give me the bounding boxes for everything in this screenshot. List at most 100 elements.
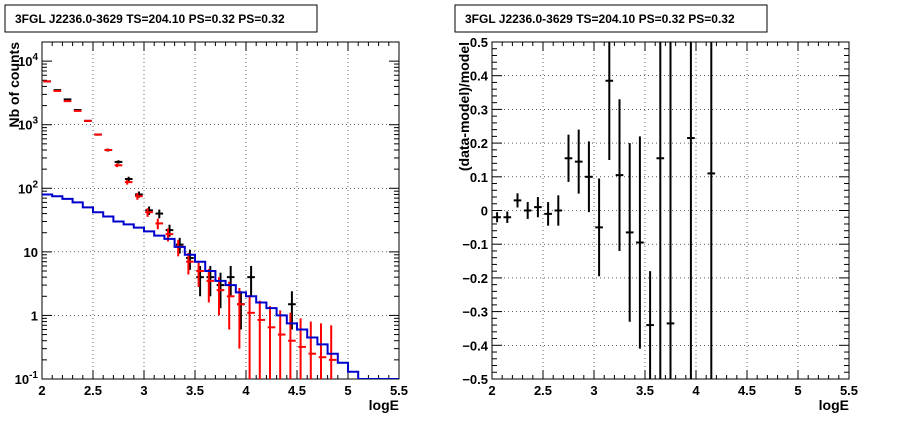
model-point	[298, 318, 306, 379]
y-tick-label: 0.4	[470, 69, 489, 84]
data-point	[114, 160, 123, 164]
data-point	[513, 193, 522, 208]
data-point	[523, 202, 532, 219]
data-point	[124, 176, 133, 182]
y-tick-label: 1	[31, 308, 38, 323]
model-point	[104, 148, 113, 152]
x-tick-label: 3	[140, 383, 147, 398]
model-point	[43, 80, 51, 83]
title-box	[4, 4, 318, 33]
model-point	[145, 208, 153, 217]
data-point	[656, 42, 665, 379]
residuals-panel: 3FGL J2236.0-3629 TS=204.10 PS=0.32 PS=0…	[454, 4, 858, 413]
x-tick-label: 3	[590, 383, 597, 398]
x-tick-label: 4.5	[738, 383, 756, 398]
model-point	[216, 277, 225, 316]
y-tick-label: −0.4	[462, 338, 488, 353]
model-point	[114, 163, 123, 168]
data-point	[534, 197, 542, 218]
model-point	[135, 193, 143, 200]
data-point	[237, 291, 245, 330]
y-tick-label: 0.1	[470, 170, 488, 185]
y-tick-label: 10	[24, 245, 38, 260]
x-tick-label: 2.5	[84, 383, 102, 398]
model-point	[63, 100, 72, 103]
y-tick-label: 103	[18, 116, 38, 133]
counts-histogram-panel: 3FGL J2236.0-3629 TS=204.10 PS=0.32 PS=0…	[4, 4, 408, 413]
data-point	[564, 134, 573, 182]
y-tick-label: −0.5	[462, 372, 488, 387]
y-tick-label: −0.1	[462, 237, 488, 252]
y-axis-label: Nb of counts	[6, 42, 22, 128]
data-point	[155, 209, 164, 219]
data-point	[687, 42, 695, 379]
y-tick-label: 0.3	[470, 102, 488, 117]
y-tick-label: −0.2	[462, 271, 488, 286]
model-point	[318, 323, 327, 379]
data-point	[544, 202, 552, 226]
x-tick-label: 2	[488, 383, 495, 398]
data-point	[186, 249, 194, 270]
x-tick-label: 4	[242, 383, 250, 398]
data-point	[666, 42, 675, 379]
plot-frame	[41, 41, 400, 380]
y-tick-label: 0.5	[470, 35, 488, 50]
model-point	[226, 281, 235, 330]
model-point	[206, 268, 215, 303]
model-point	[267, 306, 276, 379]
y-axis-label: (data-model)/model	[456, 42, 472, 171]
model-point	[84, 119, 92, 122]
data-point	[226, 265, 235, 297]
data-point	[636, 136, 644, 349]
model-point	[53, 89, 62, 92]
data-point	[503, 211, 512, 223]
y-tick-label: 104	[18, 52, 38, 69]
model-point	[124, 179, 133, 185]
data-point	[585, 141, 593, 213]
y-tick-label: −0.3	[462, 305, 488, 320]
y-tick-label: 0.2	[470, 136, 488, 151]
model-point	[328, 325, 337, 379]
y-tick-label: 10-1	[15, 370, 39, 387]
model-point	[237, 288, 245, 349]
data-point	[493, 212, 501, 223]
y-tick-label: 0	[481, 204, 488, 219]
model-point	[247, 294, 255, 379]
chart-title: 3FGL J2236.0-3629 TS=204.10 PS=0.32 PS=0…	[465, 12, 735, 26]
x-tick-label: 2	[38, 383, 45, 398]
x-tick-label: 4	[692, 383, 700, 398]
x-tick-label: 4.5	[288, 383, 306, 398]
data-point	[247, 265, 255, 297]
x-tick-label: 3.5	[186, 383, 204, 398]
title-box	[454, 4, 768, 33]
series-group	[493, 42, 716, 379]
model-point	[94, 133, 102, 136]
data-point	[625, 143, 634, 322]
model-point	[196, 260, 204, 288]
x-tick-label: 5.5	[390, 383, 408, 398]
x-tick-label: 5	[794, 383, 801, 398]
data-point	[595, 178, 603, 277]
model-point	[277, 310, 286, 379]
x-tick-label: 5.5	[840, 383, 858, 398]
model-point	[73, 109, 82, 112]
series-group	[42, 80, 399, 379]
data-point	[646, 271, 654, 379]
data-point	[605, 42, 614, 160]
model-point	[155, 218, 164, 230]
model-step-line	[42, 193, 399, 379]
x-tick-label: 3.5	[636, 383, 654, 398]
data-point	[574, 129, 583, 194]
model-point	[257, 300, 266, 379]
x-axis-label: logE	[369, 397, 399, 413]
data-point	[554, 195, 563, 226]
data-point	[615, 99, 624, 251]
x-tick-label: 5	[344, 383, 351, 398]
data-point	[63, 98, 72, 101]
chart-title: 3FGL J2236.0-3629 TS=204.10 PS=0.32 PS=0…	[15, 12, 285, 26]
x-tick-label: 2.5	[534, 383, 552, 398]
y-tick-label: 102	[18, 179, 38, 196]
data-point	[707, 42, 716, 379]
model-point	[308, 321, 317, 379]
x-axis-label: logE	[819, 397, 849, 413]
